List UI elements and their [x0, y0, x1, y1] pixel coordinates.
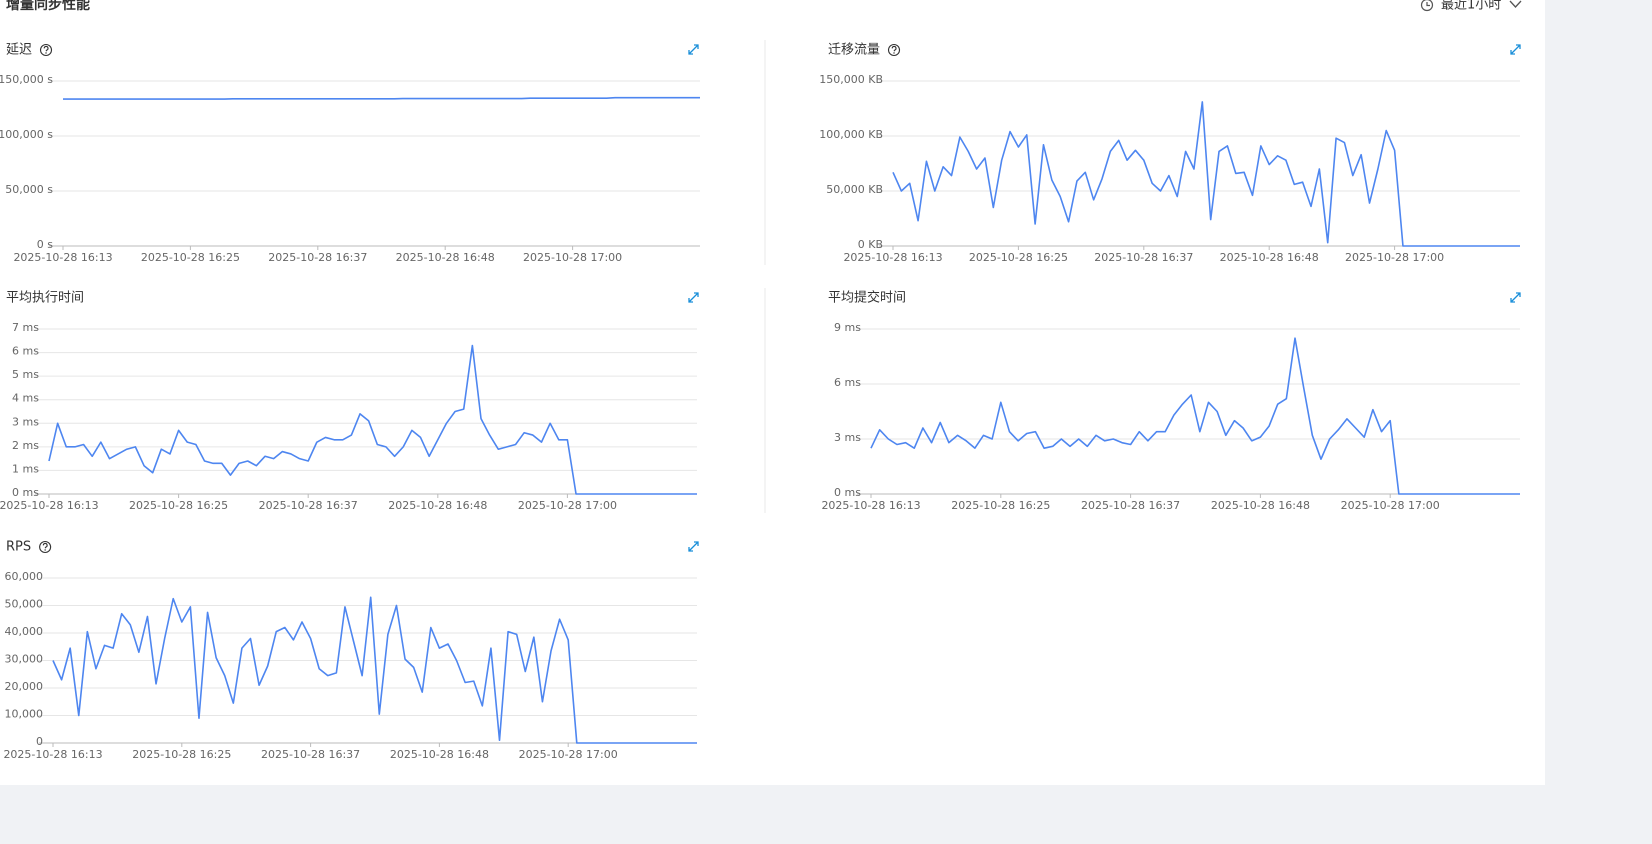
chart-panel: 平均提交时间 0 ms 3 ms 6 ms 9 ms 2025-10-28 16:13 20…	[821, 290, 1521, 512]
x-tick-label: 2025-10-28 16:25	[969, 251, 1068, 264]
y-tick-label: 0	[36, 735, 43, 748]
x-tick-label: 2025-10-28 16:25	[951, 499, 1050, 512]
help-mark	[43, 45, 49, 52]
y-tick-label: 10,000	[5, 708, 44, 721]
time-range-selector[interactable]: 最近1小时	[1420, 0, 1522, 13]
chart-title: 迁移流量	[828, 43, 880, 58]
x-tick-label: 2025-10-28 16:37	[1081, 499, 1180, 512]
clock-hand	[1426, 2, 1430, 7]
chart-panel: 平均执行时间 0 ms 1 ms 2 ms 3 ms 4 ms 5 ms 6 ms 7 ms 20…	[0, 291, 699, 512]
help-circle	[39, 43, 53, 57]
expand-icon[interactable]	[688, 292, 699, 303]
clock-icon	[1420, 0, 1434, 12]
y-tick-label: 0 KB	[858, 238, 883, 251]
y-tick-label: 0 ms	[12, 486, 39, 499]
x-tick-label: 2025-10-28 16:48	[1220, 251, 1319, 264]
x-tick-label: 2025-10-28 16:37	[259, 499, 358, 512]
x-tick-label: 2025-10-28 16:13	[0, 499, 99, 512]
help-mark	[891, 45, 897, 52]
help-circle	[887, 43, 901, 57]
y-tick-label: 3 ms	[12, 415, 39, 428]
help-circle	[39, 540, 52, 554]
y-tick-label: 20,000	[5, 680, 44, 693]
help-dot	[893, 52, 895, 54]
y-tick-label: 50,000 KB	[826, 183, 883, 196]
y-tick-label: 150,000 KB	[819, 73, 883, 86]
y-tick-label: 1 ms	[12, 462, 39, 475]
y-tick-label: 30,000	[5, 653, 44, 666]
y-tick-label: 2 ms	[12, 439, 39, 452]
y-tick-label: 0 s	[37, 238, 53, 251]
x-tick-label: 2025-10-28 16:13	[843, 251, 942, 264]
data-line	[892, 101, 1520, 247]
help-icon[interactable]	[39, 540, 52, 554]
y-tick-label: 4 ms	[12, 392, 39, 405]
y-tick-label: 9 ms	[834, 321, 861, 334]
x-tick-label: 2025-10-28 16:48	[1211, 499, 1310, 512]
help-icon[interactable]	[39, 43, 53, 57]
page-title: 增量同步性能	[6, 0, 90, 13]
y-tick-label: 0 ms	[834, 486, 861, 499]
time-range-label[interactable]: 最近1小时	[1441, 0, 1501, 13]
y-tick-label: 3 ms	[834, 431, 861, 444]
data-line	[63, 96, 700, 100]
x-tick-label: 2025-10-28 16:13	[13, 251, 112, 264]
help-mark	[42, 542, 48, 549]
chart-panel: 迁移流量 0 KB 50,000 KB 100,000 KB 150,000 KB 202…	[819, 43, 1521, 264]
x-tick-label: 2025-10-28 16:25	[132, 748, 231, 761]
y-tick-label: 7 ms	[12, 321, 39, 334]
x-tick-label: 2025-10-28 17:00	[518, 499, 617, 512]
help-icon[interactable]	[887, 43, 901, 57]
y-tick-label: 6 ms	[12, 345, 39, 358]
x-tick-label: 2025-10-28 16:25	[129, 499, 228, 512]
data-line	[52, 596, 697, 744]
y-tick-label: 100,000 s	[0, 128, 53, 141]
x-tick-label: 2025-10-28 16:48	[388, 499, 487, 512]
x-tick-label: 2025-10-28 17:00	[1345, 251, 1444, 264]
y-tick-label: 50,000	[5, 598, 44, 611]
y-tick-label: 150,000 s	[0, 73, 53, 86]
expand-icon[interactable]	[688, 44, 699, 55]
y-tick-label: 60,000	[5, 570, 44, 583]
expand-icon[interactable]	[1510, 292, 1521, 303]
x-tick-label: 2025-10-28 17:00	[523, 251, 622, 264]
x-tick-label: 2025-10-28 16:25	[141, 251, 240, 264]
chart-title: 平均提交时间	[828, 290, 906, 306]
chart-panel: RPS 0 10,000 20,000 30,000 40,000 50,000 60,000…	[3, 540, 699, 761]
x-tick-label: 2025-10-28 16:37	[1094, 251, 1193, 264]
chart-title: 延迟	[6, 43, 32, 58]
x-tick-label: 2025-10-28 16:13	[821, 499, 920, 512]
chart-panel: 延迟 0 s 50,000 s 100,000 s 150,000 s 2025-10-2…	[0, 43, 700, 264]
content-panel	[0, 0, 1545, 785]
chart-title: 平均执行时间	[6, 291, 84, 306]
x-tick-label: 2025-10-28 16:48	[396, 251, 495, 264]
x-tick-label: 2025-10-28 16:48	[390, 748, 489, 761]
data-line	[870, 337, 1520, 495]
y-tick-label: 50,000 s	[5, 183, 53, 196]
chart-title: RPS	[6, 540, 31, 555]
x-tick-label: 2025-10-28 17:00	[519, 748, 618, 761]
y-tick-label: 5 ms	[12, 368, 39, 381]
y-tick-label: 40,000	[5, 625, 44, 638]
x-tick-label: 2025-10-28 16:13	[3, 748, 102, 761]
help-dot	[44, 549, 46, 551]
y-tick-label: 100,000 KB	[819, 128, 883, 141]
expand-icon[interactable]	[1510, 44, 1521, 55]
dropdown-chevron	[1509, 0, 1522, 8]
data-line	[48, 344, 697, 495]
x-tick-label: 2025-10-28 16:37	[261, 748, 360, 761]
help-dot	[45, 52, 47, 54]
expand-icon[interactable]	[688, 541, 699, 552]
x-tick-label: 2025-10-28 16:37	[268, 251, 367, 264]
y-tick-label: 6 ms	[834, 376, 861, 389]
x-tick-label: 2025-10-28 17:00	[1341, 499, 1440, 512]
